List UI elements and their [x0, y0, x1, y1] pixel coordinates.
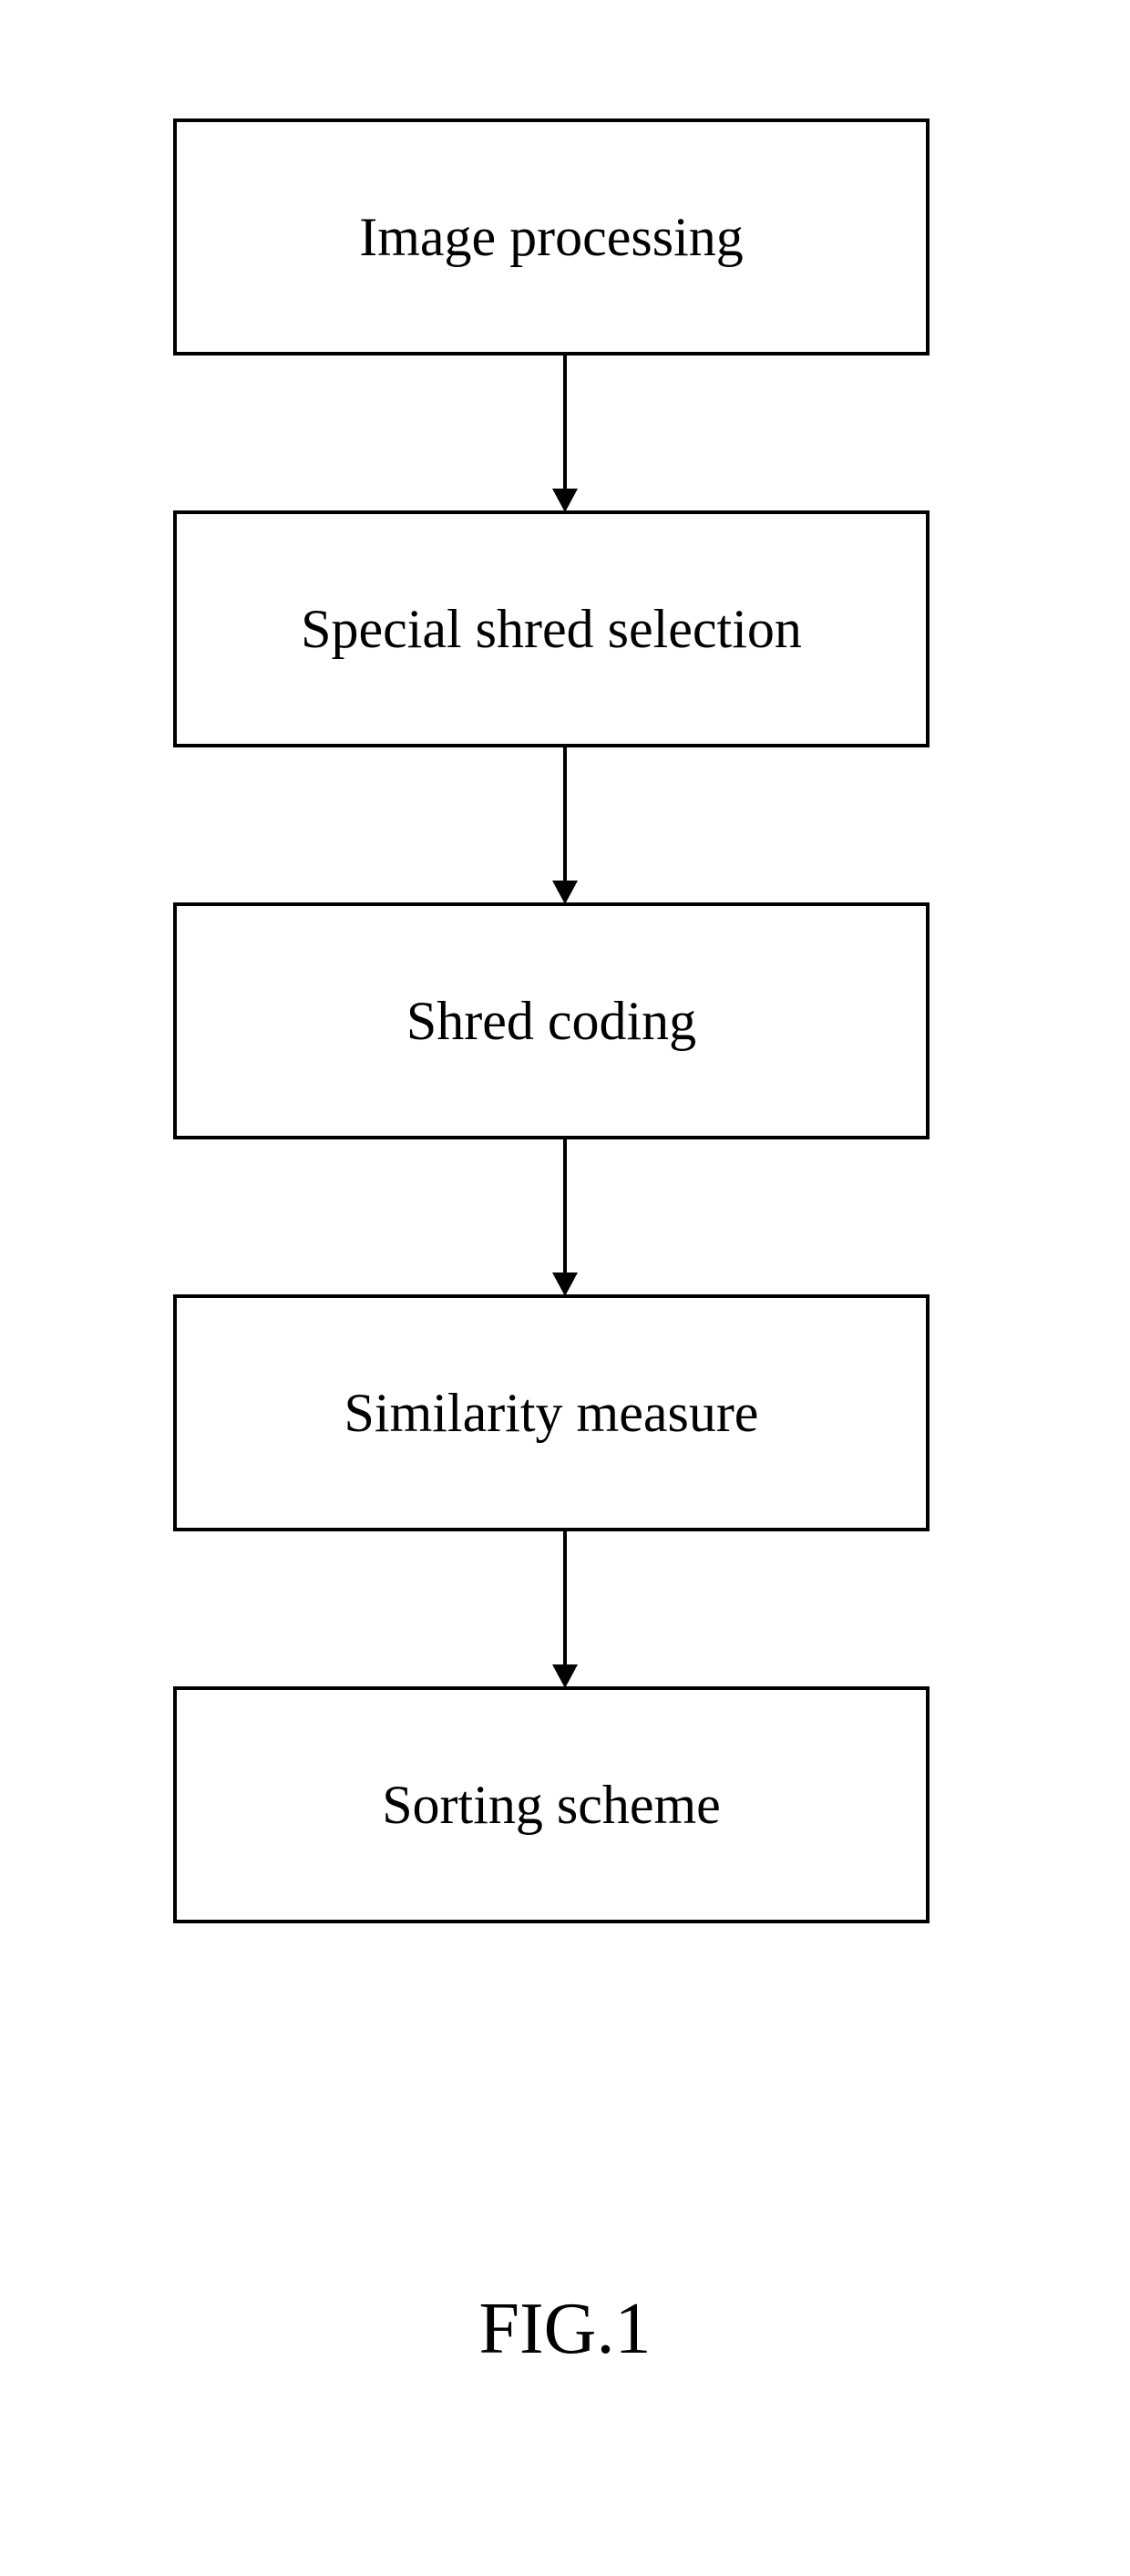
- flowchart-label: Shred coding: [406, 990, 696, 1053]
- flowchart-box-special-shred-selection: Special shred selection: [173, 510, 930, 747]
- flowchart-label: Sorting scheme: [382, 1774, 721, 1837]
- arrow-down-icon: [563, 1139, 567, 1294]
- flowchart-label: Special shred selection: [301, 598, 802, 661]
- arrow-container: [173, 355, 957, 510]
- flowchart-box-similarity-measure: Similarity measure: [173, 1294, 930, 1531]
- arrow-down-icon: [563, 747, 567, 902]
- arrow-container: [173, 747, 957, 902]
- arrow-line: [563, 1139, 567, 1274]
- arrow-line: [563, 355, 567, 490]
- flowchart-box-sorting-scheme: Sorting scheme: [173, 1686, 930, 1923]
- flowchart-label: Similarity measure: [344, 1382, 759, 1445]
- flowchart-box-shred-coding: Shred coding: [173, 902, 930, 1139]
- flowchart-container: Image processing Special shred selection…: [173, 118, 957, 1923]
- arrow-head-icon: [552, 489, 578, 512]
- arrow-head-icon: [552, 881, 578, 904]
- arrow-head-icon: [552, 1664, 578, 1688]
- arrow-down-icon: [563, 355, 567, 510]
- flowchart-label: Image processing: [359, 206, 744, 269]
- arrow-container: [173, 1531, 957, 1686]
- arrow-down-icon: [563, 1531, 567, 1686]
- flowchart-box-image-processing: Image processing: [173, 118, 930, 355]
- arrow-line: [563, 747, 567, 882]
- figure-caption: FIG.1: [0, 2288, 1130, 2371]
- arrow-container: [173, 1139, 957, 1294]
- arrow-line: [563, 1531, 567, 1666]
- arrow-head-icon: [552, 1273, 578, 1296]
